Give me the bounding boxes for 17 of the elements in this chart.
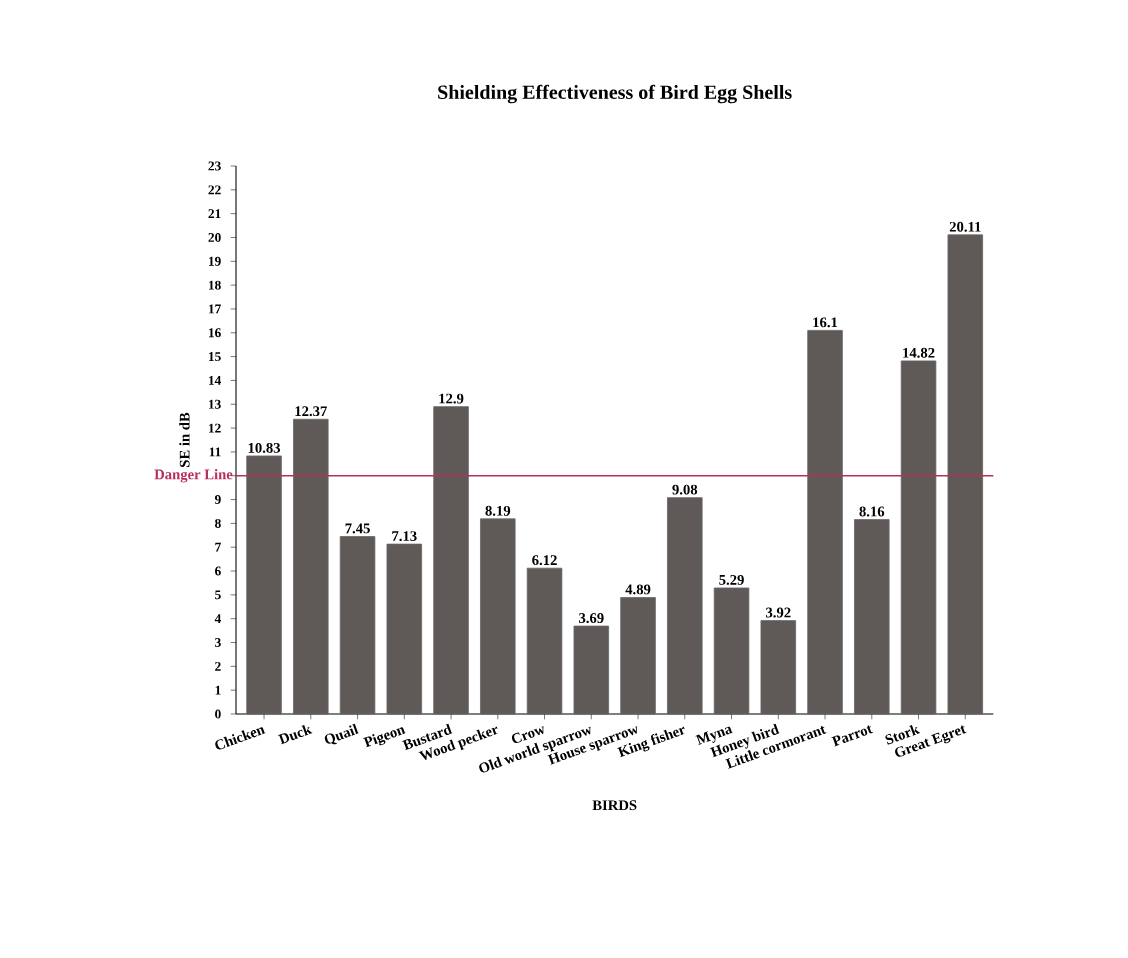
bar bbox=[526, 567, 563, 715]
bar bbox=[433, 406, 469, 715]
bar bbox=[386, 543, 423, 715]
bar bbox=[339, 536, 376, 715]
bar bbox=[900, 360, 937, 715]
bar bbox=[807, 330, 843, 715]
bar bbox=[620, 597, 656, 715]
chart-title: Shielding Effectiveness of Bird Egg Shells bbox=[438, 84, 792, 104]
bar bbox=[854, 519, 890, 715]
bar bbox=[713, 587, 750, 715]
bar bbox=[667, 497, 703, 715]
bar bbox=[246, 455, 282, 715]
bar bbox=[760, 620, 797, 715]
bar bbox=[293, 418, 329, 715]
bar bbox=[480, 518, 516, 715]
bar bbox=[947, 234, 984, 715]
bar bbox=[573, 625, 610, 715]
